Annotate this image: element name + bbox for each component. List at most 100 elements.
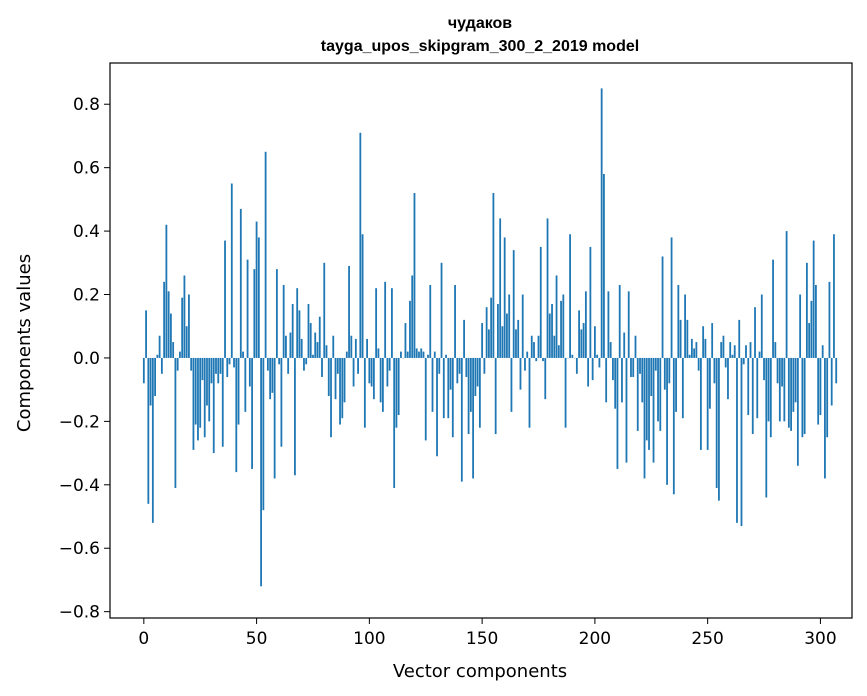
- bar: [778, 357, 781, 422]
- bar: [239, 208, 242, 358]
- bar: [215, 357, 217, 374]
- bar: [589, 246, 592, 358]
- bar: [248, 357, 251, 387]
- bar: [400, 351, 402, 358]
- bar: [803, 357, 806, 435]
- bar: [194, 357, 197, 425]
- bar: [456, 357, 459, 384]
- bar: [824, 357, 826, 479]
- bar: [654, 357, 657, 371]
- bar: [188, 294, 190, 358]
- bar: [553, 335, 556, 358]
- y-tick-label: −0.6: [59, 539, 100, 559]
- bar: [503, 237, 506, 358]
- bar: [754, 307, 756, 358]
- bar: [300, 338, 303, 358]
- bar: [833, 234, 835, 358]
- bar: [312, 354, 314, 358]
- bar: [318, 316, 321, 358]
- bar: [551, 304, 553, 358]
- bar: [160, 357, 163, 374]
- bar: [490, 297, 493, 358]
- bar: [767, 357, 770, 422]
- bar: [733, 345, 736, 358]
- bar: [722, 335, 725, 358]
- bar: [289, 332, 292, 358]
- bar: [393, 357, 396, 488]
- bar: [668, 357, 671, 384]
- bar: [257, 237, 260, 358]
- bar: [230, 183, 233, 358]
- bar: [587, 357, 590, 387]
- bar: [192, 357, 195, 450]
- bar: [805, 262, 808, 358]
- bar: [697, 357, 700, 371]
- bar: [745, 345, 747, 358]
- bar: [463, 319, 465, 358]
- y-axis: −0.8 −0.6 −0.4 −0.2 0.0 0.2 0.4 0.6 0.8: [59, 95, 110, 623]
- bar: [210, 357, 213, 384]
- bar: [530, 335, 533, 358]
- bar: [639, 357, 641, 374]
- bar: [350, 335, 353, 358]
- bar: [699, 357, 702, 450]
- bar: [316, 342, 319, 358]
- bar: [145, 310, 147, 358]
- bar: [260, 357, 262, 587]
- bar: [255, 221, 258, 358]
- bar: [799, 294, 802, 358]
- chart-subtitle: tayga_upos_skipgram_300_2_2019 model: [321, 38, 639, 55]
- bar: [736, 357, 738, 523]
- bar: [251, 357, 253, 469]
- bar: [598, 357, 601, 368]
- bar: [282, 285, 285, 358]
- y-tick-label: −0.4: [59, 476, 100, 496]
- bar: [517, 319, 520, 358]
- bar: [539, 246, 542, 358]
- bar: [472, 357, 474, 479]
- bar: [729, 342, 732, 358]
- x-tick-label: 200: [579, 629, 611, 649]
- x-tick-label: 50: [246, 629, 268, 649]
- bar: [454, 285, 456, 358]
- bar: [781, 357, 783, 387]
- bar: [368, 357, 371, 384]
- bar: [663, 357, 666, 390]
- bar: [359, 132, 362, 358]
- bar: [688, 354, 691, 358]
- bar: [718, 357, 720, 501]
- bar: [711, 323, 714, 358]
- bar: [460, 357, 463, 482]
- y-tick-label: 0.8: [73, 95, 100, 115]
- bar: [465, 357, 468, 377]
- bar: [593, 326, 596, 358]
- bar: [442, 357, 445, 419]
- bar: [774, 342, 777, 358]
- bar: [404, 323, 407, 358]
- bar: [397, 357, 400, 416]
- x-tick-label: 250: [691, 629, 723, 649]
- bar: [325, 345, 328, 358]
- bar: [201, 357, 204, 381]
- bar: [323, 262, 326, 358]
- bar: [596, 354, 599, 358]
- plot-frame: [109, 62, 853, 619]
- bar: [627, 291, 630, 358]
- y-tick-label: 0.0: [73, 349, 100, 369]
- bar: [169, 313, 172, 358]
- bar: [666, 357, 668, 485]
- bar: [616, 357, 619, 469]
- bar: [499, 218, 502, 358]
- bar: [451, 357, 454, 438]
- bar: [158, 335, 161, 358]
- bar: [476, 357, 479, 387]
- bar: [582, 323, 585, 358]
- bar: [179, 351, 181, 358]
- bar: [815, 285, 817, 358]
- bar: [591, 357, 594, 381]
- bar: [483, 357, 486, 374]
- bar: [474, 357, 477, 396]
- bar: [524, 357, 526, 371]
- bar: [819, 357, 822, 416]
- bar: [176, 357, 179, 371]
